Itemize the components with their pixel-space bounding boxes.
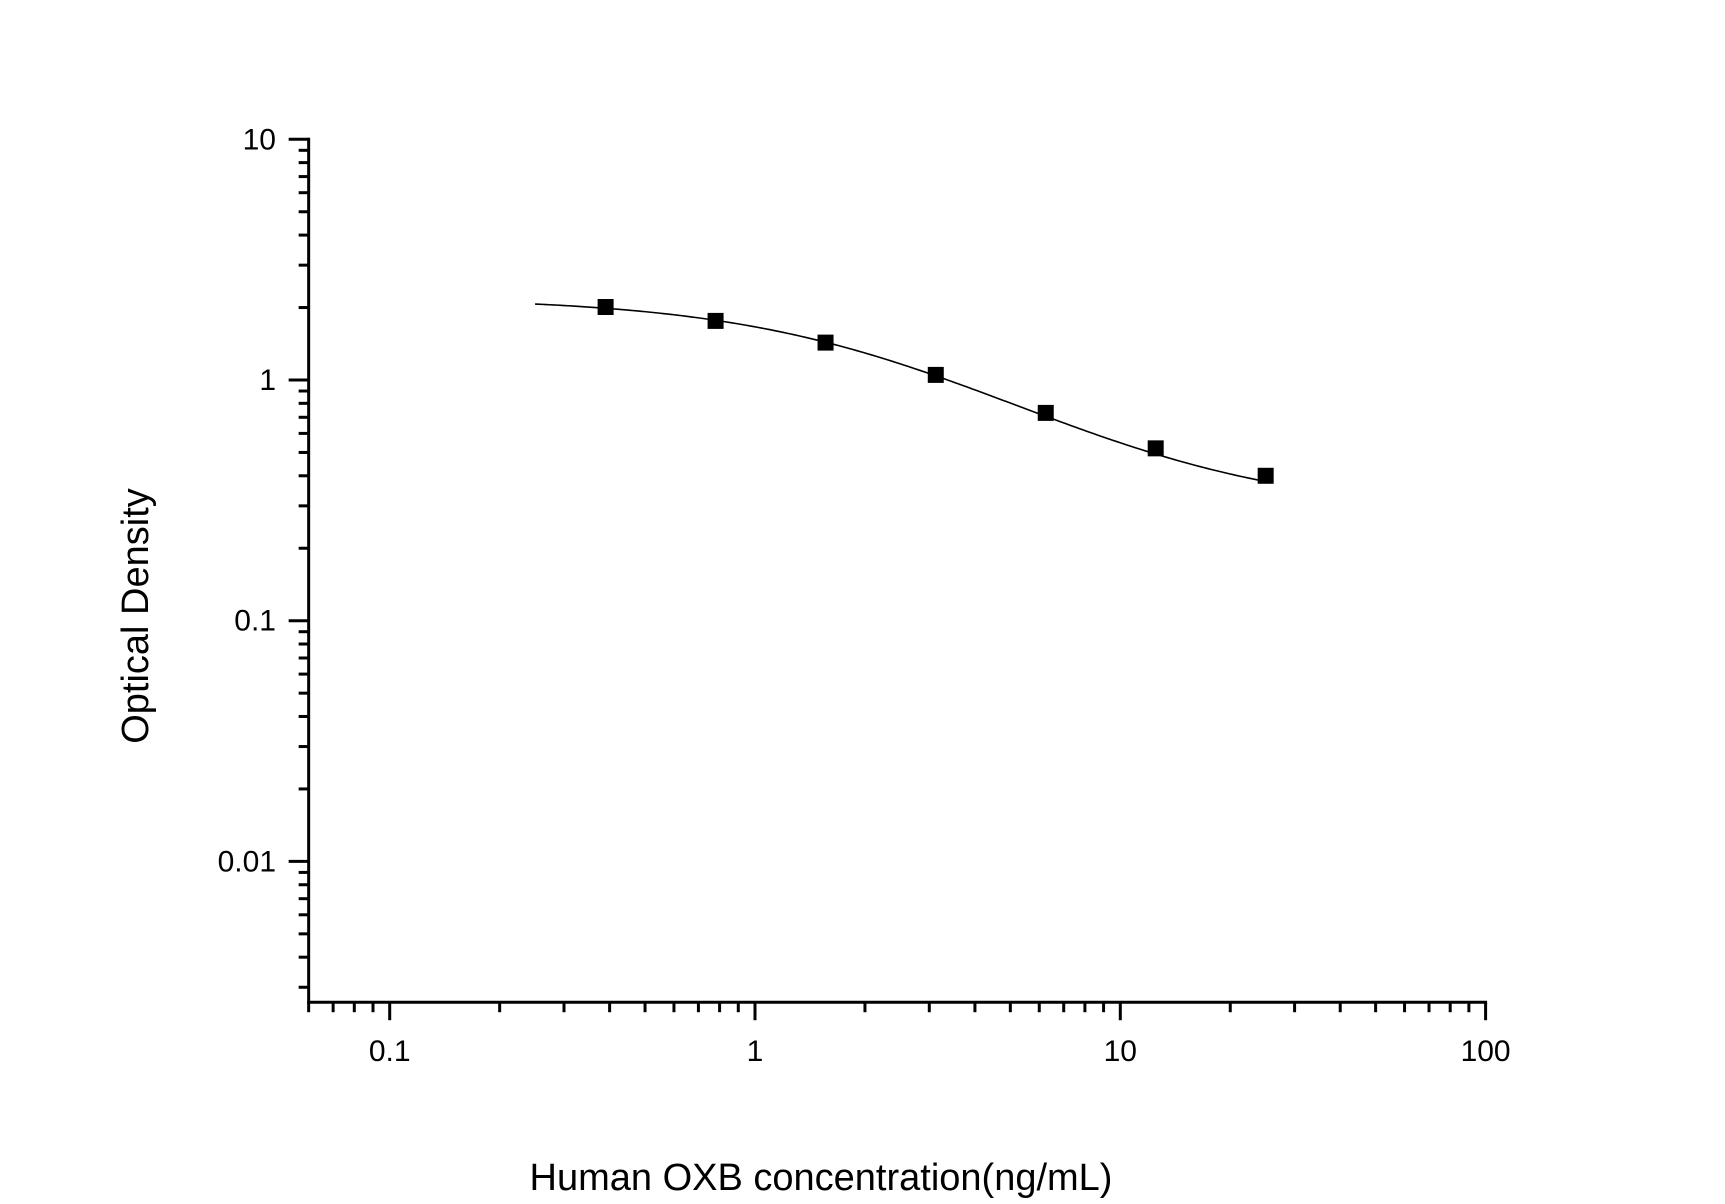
- x-tick-label: 100: [1461, 1035, 1511, 1068]
- y-tick-label: 0.01: [218, 845, 276, 878]
- x-axis-title: Human OXB concentration(ng/mL): [530, 1157, 1113, 1199]
- y-axis-title: Optical Density: [115, 488, 157, 744]
- x-axis-tick-labels: 0.1 1 10 100: [369, 1035, 1511, 1068]
- fit-curve: [535, 303, 1266, 483]
- data-markers: [597, 299, 1274, 484]
- y-axis-ticks: [288, 137, 309, 989]
- y-tick-label: 10: [243, 123, 276, 156]
- x-axis-ticks: [307, 1002, 1488, 1021]
- y-axis-tick-labels: 0.01 0.1 1 10: [218, 123, 276, 878]
- x-tick-label: 1: [747, 1035, 764, 1068]
- data-point-marker: [927, 366, 944, 383]
- x-tick-label: 0.1: [369, 1035, 411, 1068]
- data-point-marker: [1037, 404, 1054, 421]
- plot-area: [535, 299, 1274, 484]
- data-point-marker: [1257, 467, 1274, 484]
- y-axis: 0.01 0.1 1 10: [218, 123, 311, 1004]
- y-tick-label: 0.1: [234, 605, 276, 638]
- data-point-marker: [597, 299, 614, 316]
- x-axis: 0.1 1 10 100: [307, 1000, 1511, 1068]
- x-tick-label: 10: [1104, 1035, 1137, 1068]
- data-point-marker: [707, 312, 724, 329]
- y-tick-label: 1: [259, 364, 276, 397]
- data-point-marker: [1147, 440, 1164, 457]
- data-point-marker: [817, 334, 834, 351]
